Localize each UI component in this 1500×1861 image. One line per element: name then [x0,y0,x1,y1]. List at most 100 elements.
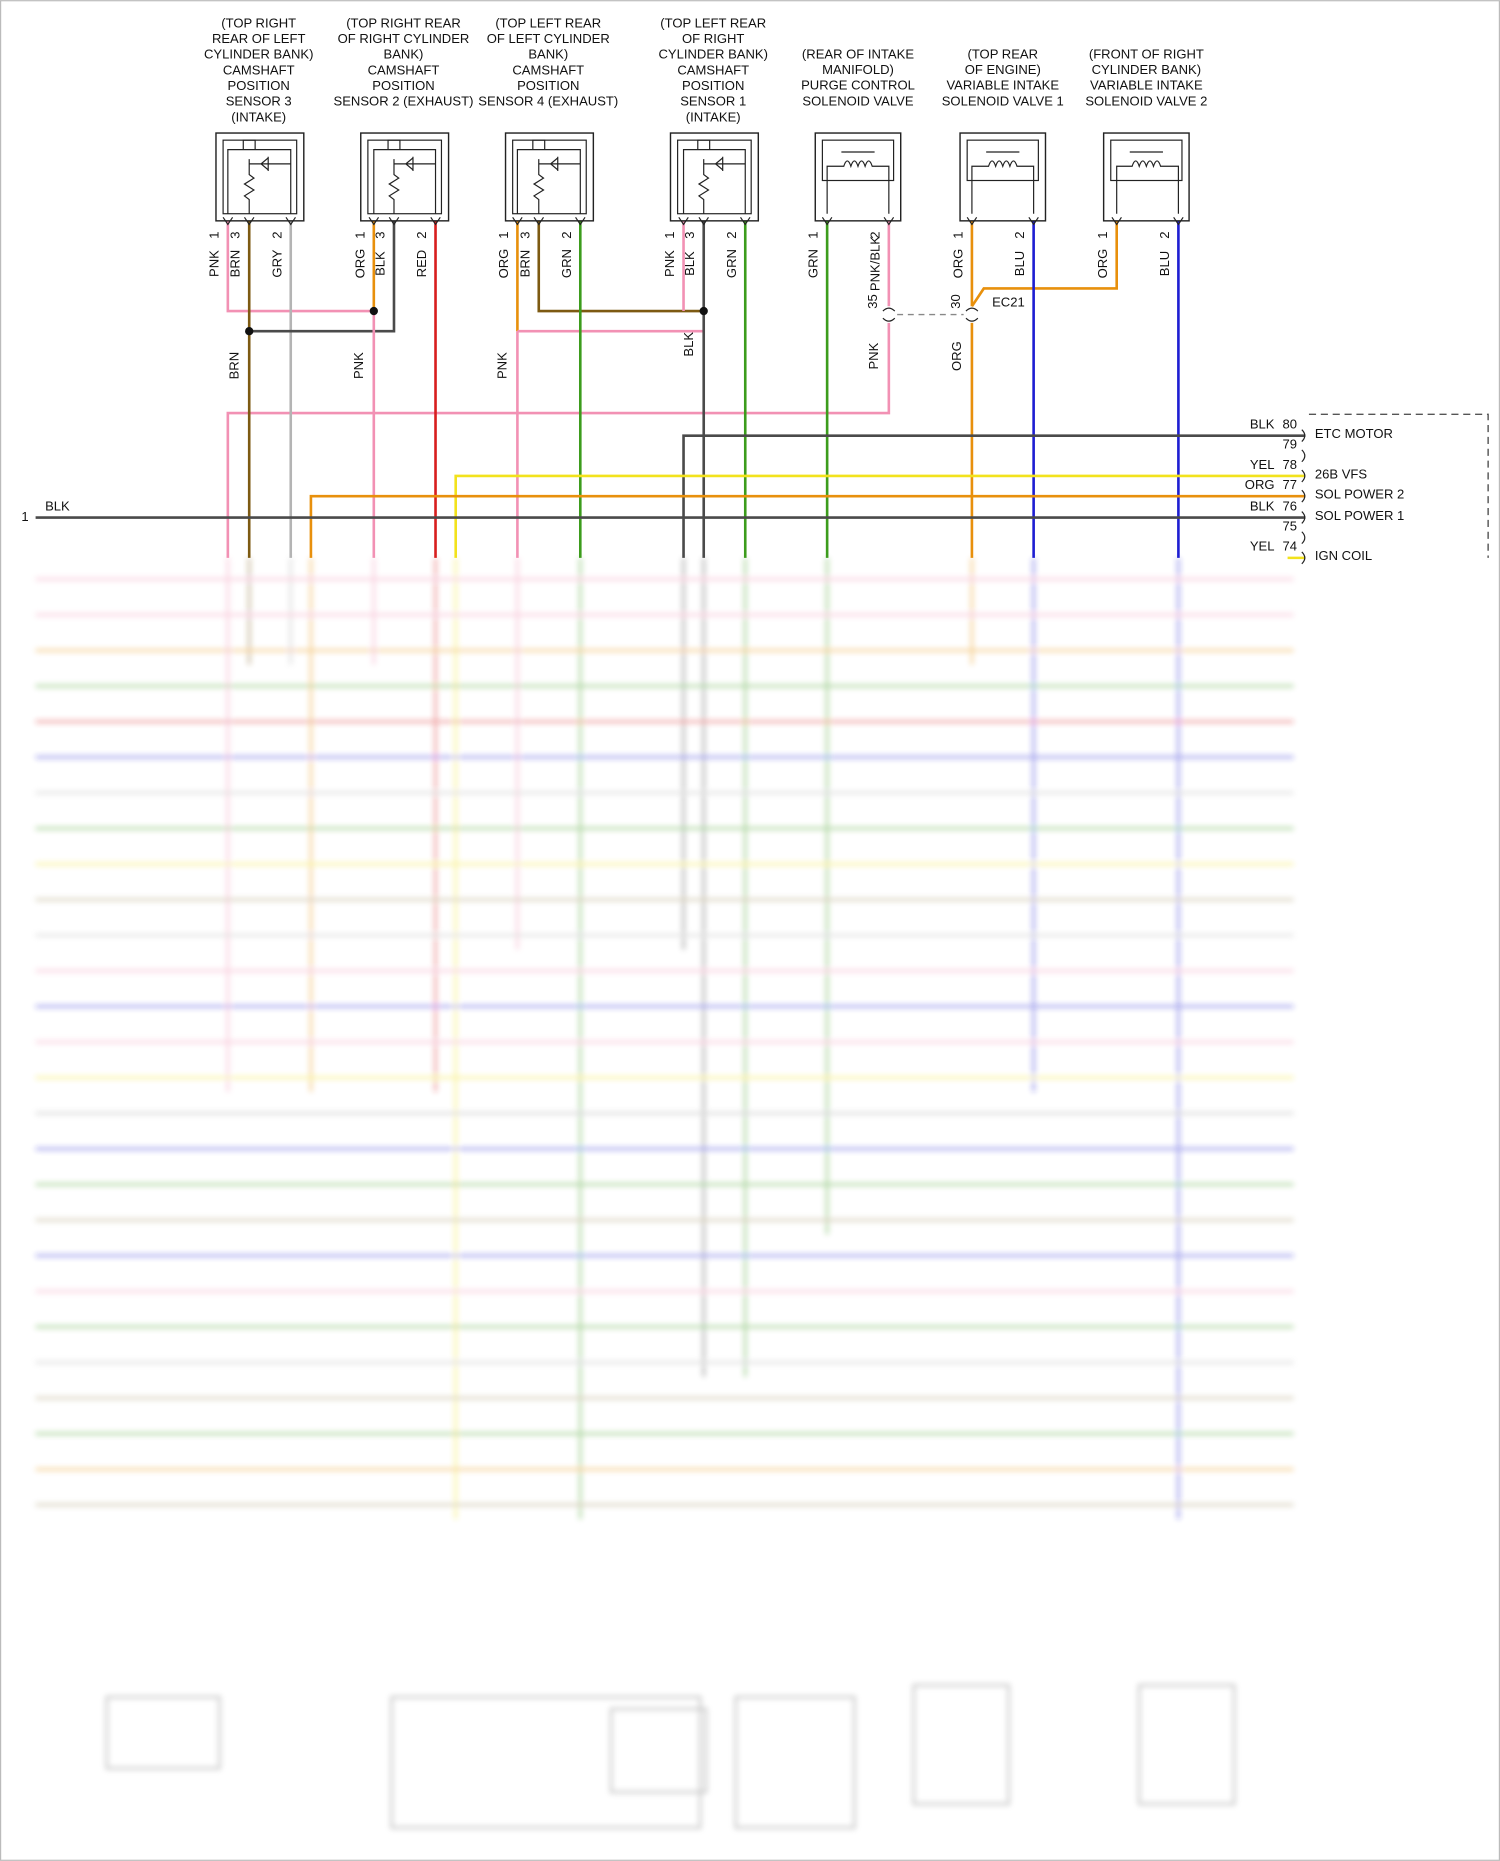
wire-label: PNK [866,342,881,369]
pin-wire-label: PNK [662,250,677,277]
component-box [1102,132,1190,222]
pin-wire-label: GRN [806,249,821,278]
faded-component [390,1695,702,1829]
component-label: OF LEFT CYLINDER [487,31,610,46]
pin-number: 2 [724,231,739,238]
sensor-circuit [227,139,292,214]
component-label: (INTAKE) [231,109,286,124]
wire-label: PNK [351,352,366,379]
component-label: VARIABLE INTAKE [1090,78,1203,93]
splice [245,327,254,336]
sensor-circuit [516,139,581,214]
component-label: MANIFOLD) [822,62,894,77]
pin-number: 2 [559,231,574,238]
component-label: CAMSHAFT [223,62,295,77]
faded-component [912,1684,1010,1806]
pin-socket [966,216,978,226]
faded-component [734,1695,856,1829]
pin-socket [285,216,296,226]
component-label: SENSOR 3 [226,94,292,109]
faded-component [609,1707,708,1794]
sensor-circuit [682,139,746,214]
pin-wire-label: GRN [724,249,739,278]
pin-wire-label: BLU [1012,251,1027,276]
solenoid-coil [826,151,890,214]
wire-label: PNK [495,352,510,379]
pin-wire-label: GRY [269,249,284,277]
wire [309,494,1306,558]
pin-socket [368,216,380,226]
pin-wire-label: BLK [682,251,697,276]
solenoid-coil [971,151,1035,214]
pin-mark [1301,469,1306,483]
ecm-function: SOL POWER 1 [1315,508,1404,523]
component-inner [966,139,1039,182]
diagram-top: 80 BLK ETC MOTOR 79 78 YEL 26B VFS 77 ORG SOL POW… [21,15,1489,565]
component-box [814,132,902,222]
component-label: (REAR OF INTAKE [802,46,914,61]
ecm-pin-number: 78 [1283,457,1298,472]
component-label: VARIABLE INTAKE [946,78,1059,93]
component-label: BANK) [384,47,424,62]
pin-wire-label: BRN [517,250,532,278]
component-label: REAR OF LEFT [212,31,306,46]
pin-mark [1301,489,1306,503]
wire-label: ORG [949,341,964,371]
pin-wire-label: RED [414,250,429,278]
component-label: SENSOR 2 (EXHAUST) [334,94,474,109]
pin-socket [533,216,545,226]
component-label: POSITION [517,78,579,93]
pin-socket [1111,216,1122,226]
pin-number: 1 [352,231,367,238]
pin-wire-label: GRN [559,249,574,278]
component-label: (TOP RIGHT [221,15,296,30]
pin-socket [1173,216,1184,226]
connector-pin: 30 [948,294,963,309]
pin-wire-label: ORG [496,249,511,279]
pin-socket [883,216,895,226]
ecm-pin-number: 76 [1283,498,1298,513]
wire [537,220,704,313]
component-label: (INTAKE) [686,109,741,124]
connector-pin: 35 [865,294,880,309]
component-box [959,132,1047,222]
pin-number: 3 [372,231,387,238]
component-label: SENSOR 1 [680,94,746,109]
pin-number: 2 [1157,231,1172,238]
faded-area [35,557,1294,1829]
wire [970,220,1118,308]
component-box [669,132,760,222]
ecm-wire-label: BLK [1250,498,1275,513]
ecm-function: IGN COIL [1315,548,1372,563]
faded-component [1138,1684,1236,1806]
pin-socket [430,216,441,226]
pin-socket [243,216,255,226]
component-label: (TOP RIGHT REAR [346,15,461,30]
component-label: OF ENGINE) [965,62,1041,77]
wire [454,474,1306,558]
ecm-function: ETC MOTOR [1315,426,1393,441]
pin-socket [678,216,689,226]
pin-number: 2 [867,231,882,238]
wire-label: BRN [227,352,242,380]
pin-number: 2 [1012,231,1027,238]
component-inner [821,139,895,182]
component-box [215,132,305,222]
component-label: OF RIGHT [682,31,744,46]
pin-wire-label: BLU [1157,251,1172,276]
component-label: CYLINDER BANK) [1092,62,1201,77]
pin-wire-label: BRN [228,250,243,278]
ecm-wire-label: YEL [1250,539,1275,554]
wire [226,322,891,558]
component-label: BANK) [528,47,568,62]
left-wire-label: BLK [45,498,70,513]
component-label: (TOP LEFT REAR [660,15,766,30]
ecm-function: SOL POWER 2 [1315,487,1404,502]
pin-wire-label: PNK/BLK [867,236,882,291]
ecm-pin-number: 74 [1283,539,1298,554]
pin-socket [740,216,751,226]
component-label: CAMSHAFT [677,62,749,77]
sensor-circuit [373,139,437,214]
pin-wire-label: ORG [950,249,965,279]
